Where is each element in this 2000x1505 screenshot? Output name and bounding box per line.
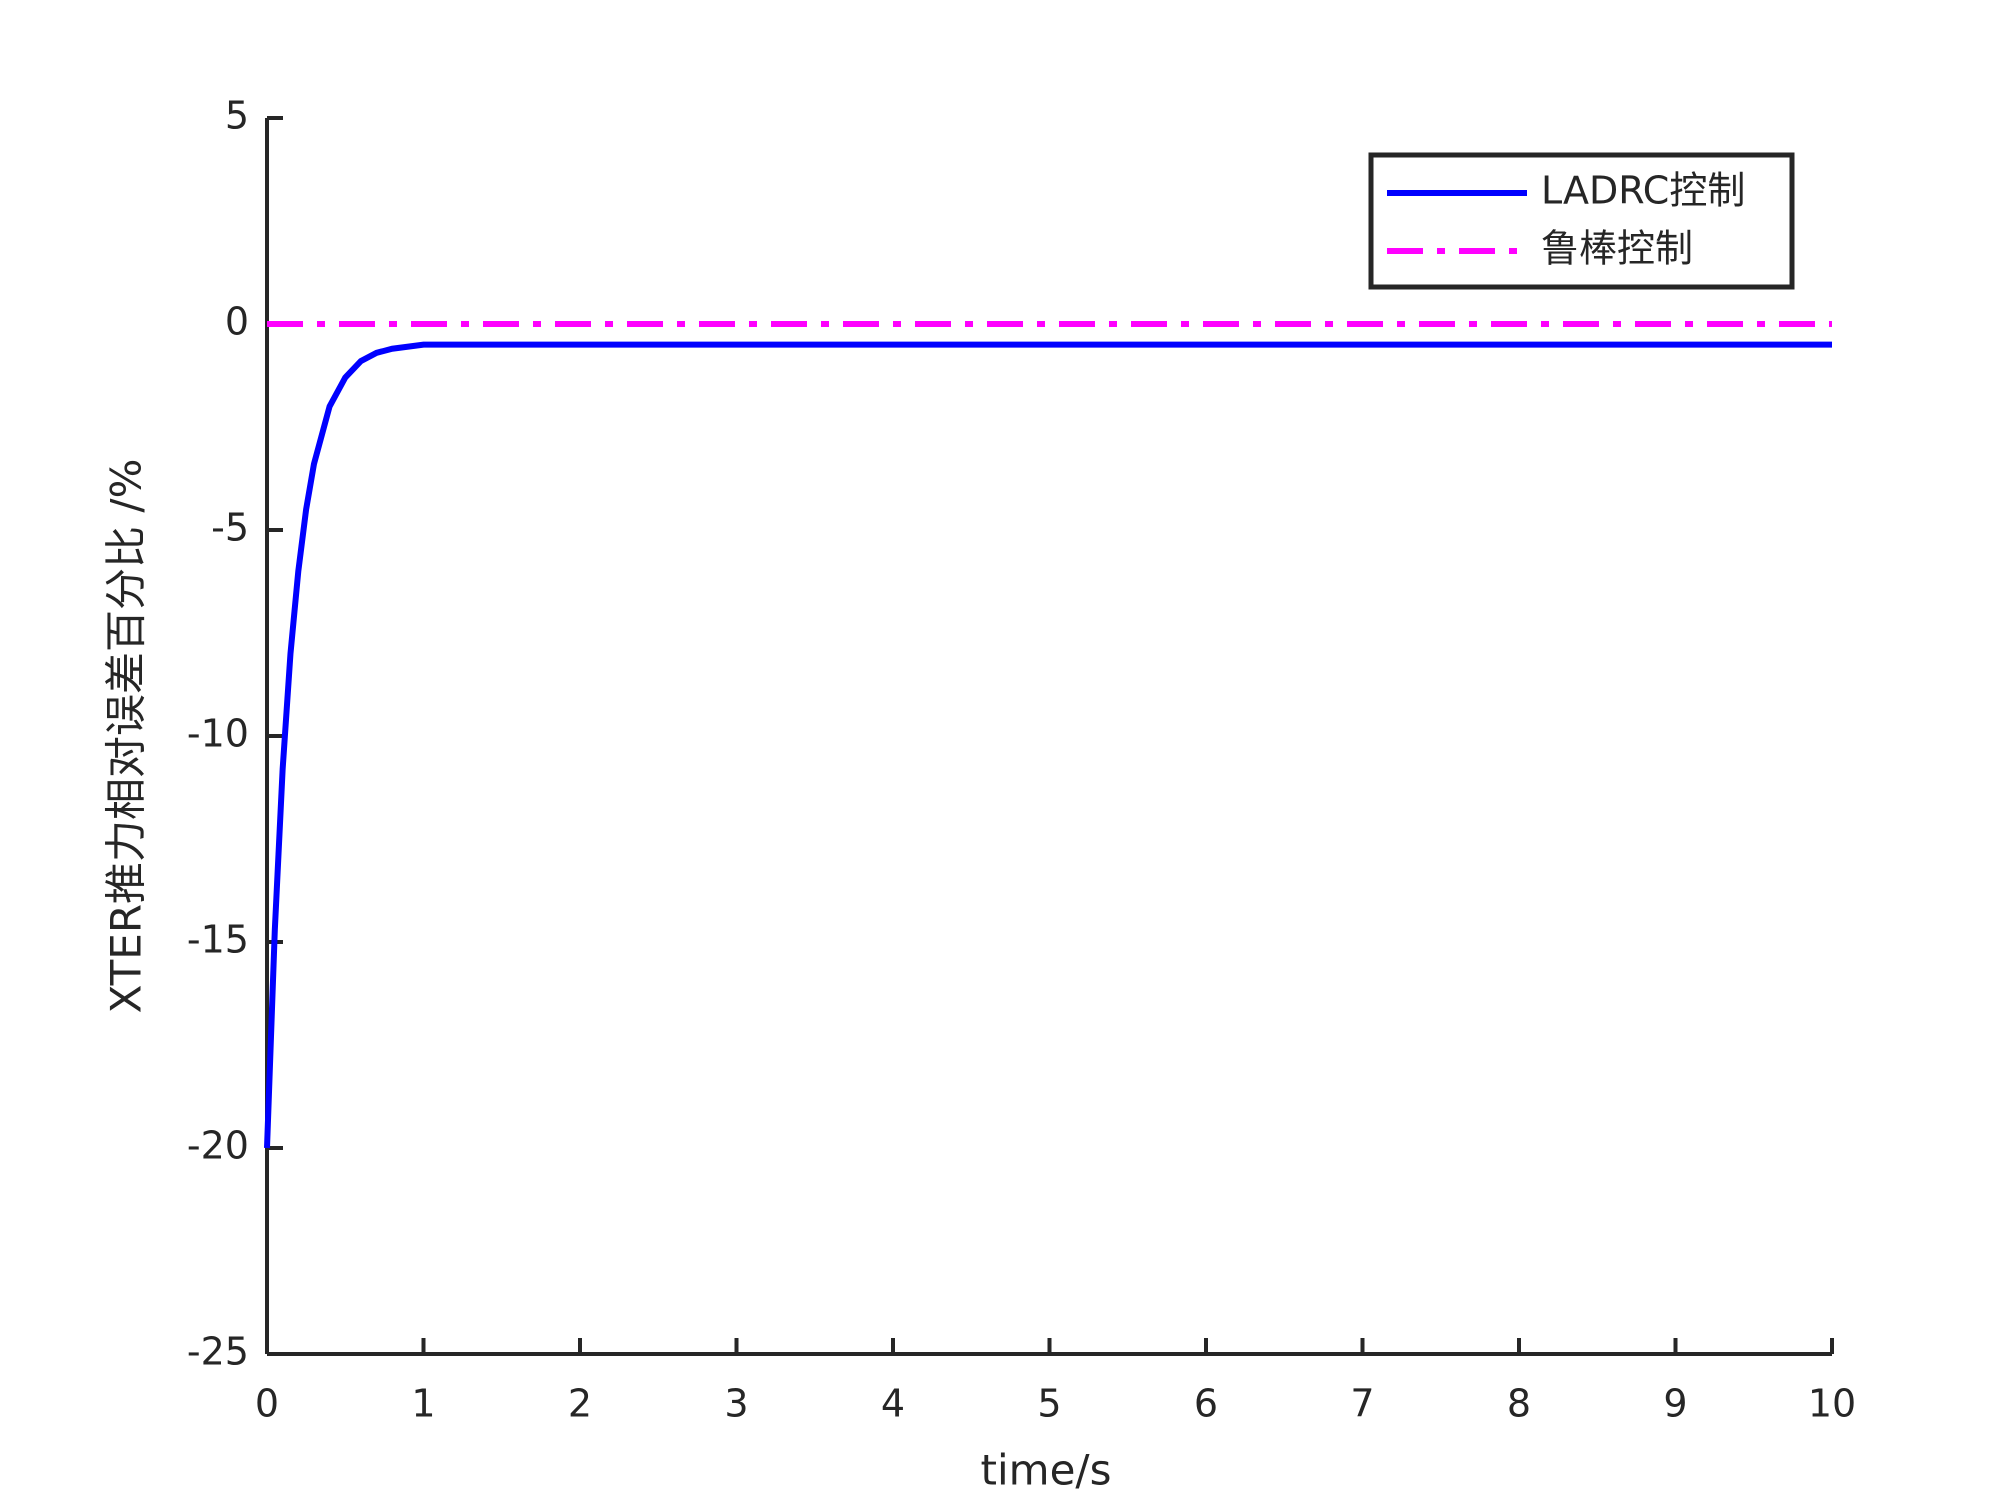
x-tick-label: 2: [568, 1382, 592, 1426]
legend-label: 鲁棒控制: [1541, 227, 1693, 271]
y-tick-label: -25: [187, 1330, 249, 1374]
x-tick-label: 0: [255, 1382, 279, 1426]
y-tick-label: -5: [211, 506, 249, 550]
legend-box: [1368, 152, 1795, 290]
x-tick-label: 7: [1350, 1382, 1374, 1426]
x-tick-label: 8: [1507, 1382, 1531, 1426]
x-tick-label: 3: [724, 1382, 748, 1426]
y-tick-label: -10: [187, 712, 249, 756]
y-axis-label: XTER推力相对误差百分比 /%: [102, 459, 151, 1014]
x-tick-label: 5: [1037, 1382, 1061, 1426]
x-tick-label: 4: [881, 1382, 905, 1426]
series-line: [264, 341, 1832, 1149]
legend-label: LADRC控制: [1541, 169, 1745, 213]
y-tick-label: -20: [187, 1124, 249, 1168]
y-tick-label: 5: [225, 94, 249, 138]
x-tick-label: 6: [1194, 1382, 1218, 1426]
y-tick-label: 0: [225, 300, 249, 344]
x-tick-label: 1: [411, 1382, 435, 1426]
x-axis-label: time/s: [981, 1446, 1112, 1495]
x-tick-label: 10: [1808, 1382, 1856, 1426]
x-tick-label: 9: [1663, 1382, 1687, 1426]
y-tick-label: -15: [187, 918, 249, 962]
